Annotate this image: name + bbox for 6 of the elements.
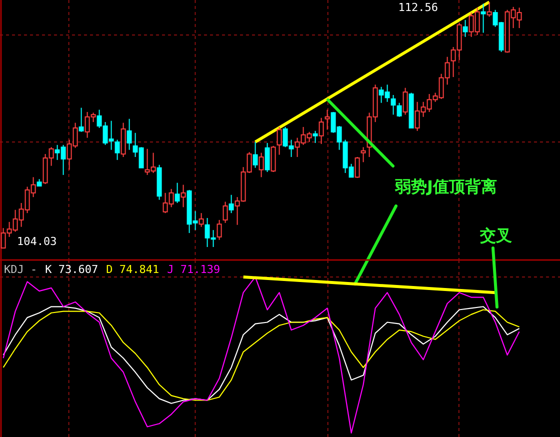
legend: K 73.607 D 74.841 J 71.139: [45, 263, 220, 276]
annotation: 弱势J值顶背离: [395, 177, 497, 196]
annotation: 交叉: [480, 226, 512, 245]
annotation: 112.56: [398, 1, 438, 14]
title: KDJ -: [4, 263, 38, 276]
annotation: 104.03: [17, 235, 57, 248]
